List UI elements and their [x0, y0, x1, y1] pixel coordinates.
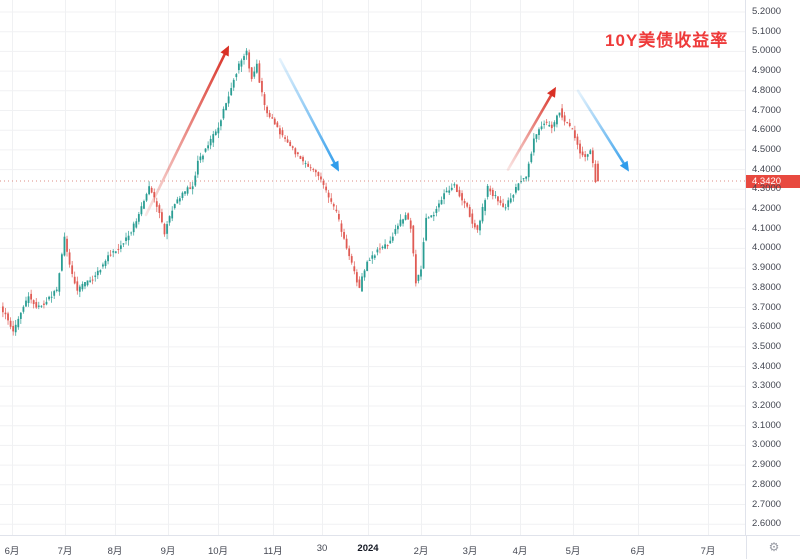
current-price-value: 4.3420 [752, 175, 782, 187]
time-axis-label: 8月 [107, 546, 123, 557]
time-axis-label: 7月 [700, 546, 716, 557]
price-axis-label: 3.9000 [752, 262, 782, 274]
price-axis-label: 4.4000 [752, 163, 782, 175]
price-axis-label: 3.0000 [752, 439, 782, 451]
settings-gear-icon[interactable]: ⚙ [768, 540, 780, 554]
time-axis-label: 11月 [263, 546, 283, 557]
trend-arrow-up[interactable] [506, 86, 556, 171]
price-axis-label: 3.8000 [752, 281, 782, 293]
candlestick-chart-canvas[interactable]: 10Y美债收益率 [0, 0, 746, 536]
time-axis-label: 4月 [512, 546, 528, 557]
time-axis-label: 7月 [57, 546, 73, 557]
time-axis-label: 2024 [357, 543, 379, 554]
price-axis-label: 3.2000 [752, 400, 782, 411]
price-axis-label: 2.9000 [752, 459, 782, 471]
time-axis-label: 5月 [565, 546, 581, 557]
price-axis-label: 4.7000 [752, 104, 782, 116]
time-axis-label: 6月 [4, 546, 20, 557]
price-axis-label: 5.1000 [752, 25, 782, 37]
trend-arrow-up[interactable] [144, 45, 229, 217]
price-axis-label: 3.4000 [752, 360, 782, 372]
price-axis-label: 3.5000 [752, 340, 782, 352]
price-axis-label: 3.6000 [752, 321, 782, 333]
price-axis-label: 4.1000 [752, 222, 782, 234]
time-axis-label: 30 [316, 543, 328, 554]
price-axis-label: 4.3000 [752, 183, 782, 195]
axis-settings-corner: ⚙ [746, 536, 800, 559]
price-axis-label: 5.2000 [752, 6, 782, 17]
time-axis-label: 9月 [160, 546, 176, 557]
price-axis-label: 4.2000 [752, 203, 782, 214]
price-axis-label: 2.8000 [752, 478, 782, 490]
price-axis[interactable]: 4.3420 5.2000 5.1000 5.0000 4.9000 4.8000 4.7… [746, 0, 800, 536]
trend-arrow-down[interactable] [278, 57, 339, 172]
price-axis-label: 4.0000 [752, 242, 782, 254]
time-axis-label: 10月 [207, 546, 229, 557]
time-axis[interactable]: 6月 7月 8月 9月 10月 11月 30 2024 2月 3月 4月 5月 6月 7月 [0, 536, 745, 559]
time-axis-label: 6月 [630, 546, 646, 557]
time-axis-label: 2月 [413, 546, 429, 557]
price-axis-label: 2.6000 [752, 518, 782, 530]
chart-title-annotation[interactable]: 10Y美债收益率 [605, 31, 729, 50]
trend-arrow-down[interactable] [576, 89, 629, 172]
price-axis-label: 3.1000 [752, 419, 782, 431]
price-axis-label: 4.9000 [752, 65, 782, 77]
time-axis-label: 3月 [462, 546, 478, 557]
price-axis-label: 4.8000 [752, 84, 782, 96]
price-axis-label: 3.3000 [752, 380, 782, 392]
price-axis-label: 4.6000 [752, 124, 782, 136]
price-axis-label: 2.7000 [752, 498, 782, 510]
price-axis-label: 3.7000 [752, 301, 782, 313]
price-axis-label: 5.0000 [752, 45, 782, 57]
chart-plot-svg [0, 0, 745, 535]
price-axis-label: 4.5000 [752, 143, 782, 155]
current-price-tag: 4.3420 [746, 174, 800, 188]
